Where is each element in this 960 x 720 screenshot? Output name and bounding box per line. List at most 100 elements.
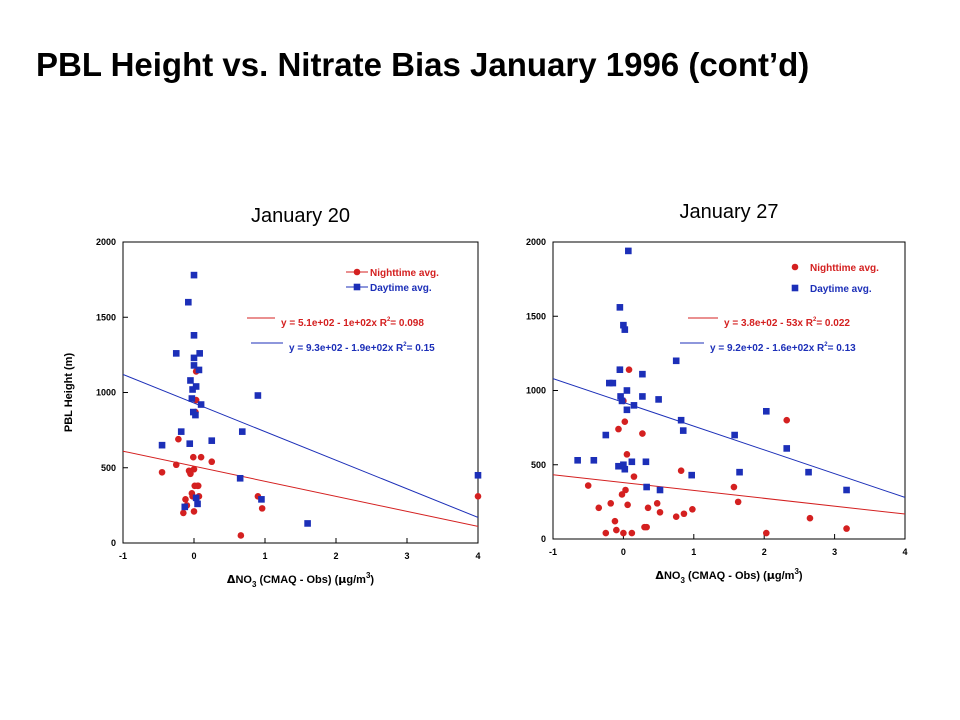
x-tick-label: 0 [191,551,196,561]
fit-r2-value: = 0.022 [816,318,850,329]
point-day [655,396,662,403]
y-tick-label: 2000 [96,237,116,247]
point-day [194,500,201,508]
point-night [474,493,482,500]
legend-label: Daytime avg. [370,283,432,294]
y-tick-label: 0 [541,534,546,544]
point-day [188,395,196,402]
point-day [190,271,198,279]
point-day [672,357,680,365]
point-night [783,416,791,424]
y-axis-label: PBL Height (m) [63,353,75,433]
y-tick-label: 1500 [96,312,116,322]
point-day [620,461,627,469]
legend-label: Nighttime avg. [370,268,439,279]
point-night [622,486,629,494]
point-night [180,509,187,517]
legend-label: Nighttime avg. [810,263,879,274]
point-day [616,366,624,374]
point-day [190,362,198,369]
x-label-delta: Δ [227,573,236,586]
point-night [602,529,610,537]
point-day [254,392,262,399]
point-day [731,431,738,439]
fit-equation-text: y = 9.2e+02 - 1.6e+02x [710,343,817,354]
slide-title: PBL Height vs. Nitrate Bias January 1996… [36,46,810,83]
fit-equation: y = 9.3e+02 - 1.9e+02x R2= 0.15 [289,342,435,354]
point-night [628,529,636,537]
point-night [677,467,685,474]
point-night [190,508,198,515]
point-day [618,397,626,405]
y-tick-label: 1000 [526,386,546,396]
point-day [208,437,216,444]
chart-title: January 20 [251,205,350,227]
x-label-base: NO [235,574,252,586]
point-day [639,370,646,378]
x-label-close: ) [799,570,803,582]
x-label-delta: Δ [655,569,664,582]
point-day [197,401,205,408]
fit-r2-prefix: R [806,318,814,329]
x-tick-label: 4 [475,551,480,561]
x-label-sub: 3 [252,580,257,589]
x-tick-label: 3 [404,551,409,561]
point-day [158,441,166,449]
legend-marker-day [353,283,361,291]
x-tick-label: 4 [902,547,907,557]
y-tick-label: 500 [531,460,546,470]
point-night [190,465,198,473]
x-label-sup: 3 [794,567,799,576]
point-night [613,526,620,534]
x-label-mu: μ [767,569,775,582]
fit-line-night [553,474,905,515]
legend-label: Daytime avg. [810,284,872,295]
point-night [611,517,619,525]
point-night [208,458,216,466]
x-label-unit: g/m [775,570,795,582]
legend-marker-night [791,263,799,271]
point-day [639,393,646,400]
point-night [607,500,615,507]
fit-r2-exp: 2 [387,317,391,323]
x-tick-label: 1 [691,547,696,557]
point-night [187,470,194,478]
point-day [621,326,629,333]
fit-r2-prefix: R [817,343,825,354]
point-day [172,350,180,357]
fit-r2-prefix: R [396,343,404,354]
fit-r2-value: = 0.13 [828,343,857,354]
point-day [628,458,636,466]
point-night [763,529,770,537]
point-day [677,416,685,424]
point-day [187,377,194,384]
point-night [730,483,738,491]
point-day [642,458,650,466]
point-day [623,406,631,414]
point-day [736,468,743,476]
legend-marker-night [353,268,361,276]
point-night [625,366,633,374]
point-night [644,504,652,512]
point-night [584,482,592,489]
point-night [734,498,742,506]
point-day [617,393,624,400]
point-day [783,445,791,452]
point-night [643,523,650,531]
point-day [238,428,246,435]
x-axis-label: ΔNO3 (CMAQ - Obs) (μg/m3) [655,567,802,585]
x-label-close: ) [370,574,374,586]
x-tick-label: -1 [549,547,557,557]
point-night [172,461,180,469]
point-night [194,482,202,490]
fit-line-day [123,373,478,518]
point-night [595,504,603,512]
fit-equation: y = 9.2e+02 - 1.6e+02x R2= 0.13 [710,342,856,354]
point-day [763,407,770,415]
point-day [625,247,632,255]
point-day [236,474,244,482]
point-night [620,529,627,537]
point-night [630,473,638,480]
point-day [192,494,200,502]
